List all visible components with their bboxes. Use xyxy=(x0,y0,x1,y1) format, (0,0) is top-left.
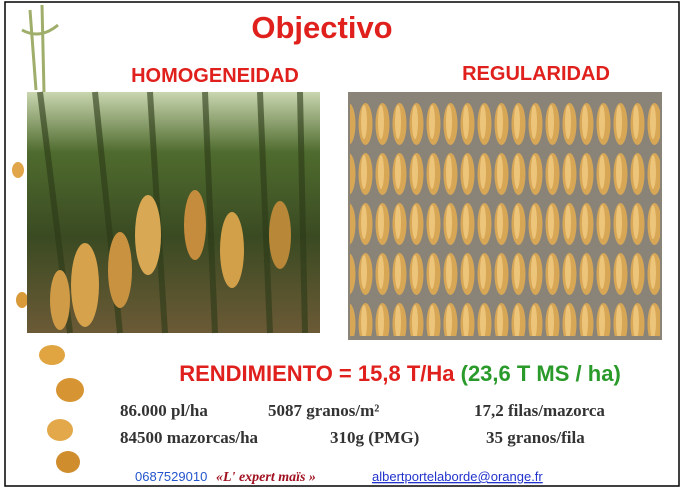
email-link[interactable]: albertportelaborde@orange.fr xyxy=(372,469,543,484)
stat: 310g (PMG) xyxy=(330,428,419,447)
yield-line: RENDIMIENTO = 15,8 T/Ha (23,6 T MS / ha) xyxy=(179,361,621,386)
stat: 86.000 pl/ha xyxy=(120,401,208,420)
stat: 35 granos/fila xyxy=(486,428,585,447)
right-label: REGULARIDAD xyxy=(462,63,610,85)
stat: 84500 mazorcas/ha xyxy=(120,428,259,447)
slide-body: {"title": "Objectivo", "left": {"label":… xyxy=(0,0,683,489)
yield-dry: (23,6 T MS / ha) xyxy=(461,361,621,386)
slide: Objectivo HOMOGENEIDAD REGULARIDAD RENDI… xyxy=(0,0,683,489)
left-label: HOMOGENEIDAD xyxy=(131,65,299,87)
slide-title: Objectivo xyxy=(251,10,392,45)
yield-main: RENDIMIENTO = 15,8 T/Ha xyxy=(179,361,455,386)
page: Objectivo html, body { margin: 0; paddin… xyxy=(0,0,683,489)
field-photo xyxy=(27,92,320,333)
stat: 17,2 filas/mazorca xyxy=(474,401,605,420)
stat: 5087 granos/m² xyxy=(268,401,379,420)
cobs-photo xyxy=(348,92,662,340)
phone: 0687529010 xyxy=(135,469,207,484)
brand: «L' expert maïs » xyxy=(216,470,316,485)
